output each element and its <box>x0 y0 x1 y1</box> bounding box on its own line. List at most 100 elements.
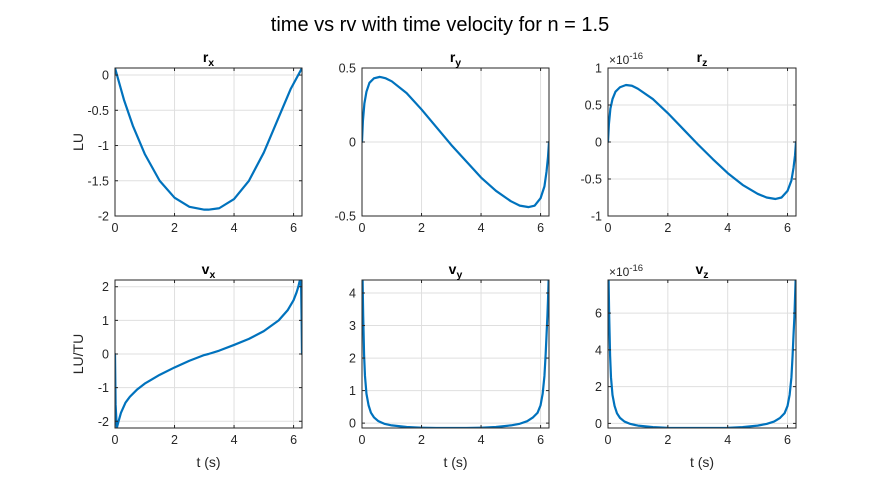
x-tick-label: 6 <box>290 433 297 447</box>
x-tick-label: 2 <box>171 221 178 235</box>
x-tick-label: 2 <box>418 221 425 235</box>
x-tick-label: 2 <box>418 433 425 447</box>
axis-exponent: ×10-16 <box>609 51 643 67</box>
y-tick-label: -1.5 <box>87 174 109 188</box>
series-line <box>115 280 302 428</box>
y-axis-label: LU <box>70 133 86 151</box>
axis-exponent-base: ×10 <box>609 53 630 67</box>
x-tick-label: 0 <box>359 433 366 447</box>
y-tick-label: 1 <box>595 62 602 76</box>
subplot-vy: 0 2 4 6 0 1 2 3 4 vy t (s) <box>349 261 550 470</box>
y-tick-label: 6 <box>595 307 602 321</box>
subplot-title: vy <box>449 261 463 281</box>
series-line <box>362 75 549 209</box>
y-tick-label: 4 <box>349 287 356 301</box>
y-tick-label: 1 <box>102 314 109 328</box>
figure-title: time vs rv with time velocity for n = 1.… <box>271 14 609 36</box>
x-tick-label: 0 <box>359 221 366 235</box>
y-tick-label: 2 <box>349 352 356 366</box>
plot-area <box>362 280 549 428</box>
x-tick-label: 4 <box>724 221 731 235</box>
x-tick-label: 0 <box>112 221 119 235</box>
series-line <box>362 280 549 428</box>
x-tick-label: 2 <box>664 221 671 235</box>
x-tick-label: 4 <box>724 433 731 447</box>
subplot-title-main: v <box>202 261 210 277</box>
y-tick-label: 2 <box>102 280 109 294</box>
y-tick-label: 0 <box>595 136 602 150</box>
y-tick-label: -1 <box>591 210 602 224</box>
subplot-title: vx <box>202 261 216 281</box>
x-tick-label: 6 <box>290 221 297 235</box>
subplot-title-subscript: z <box>703 269 708 281</box>
series-line <box>608 280 796 428</box>
y-tick-label: 1 <box>349 384 356 398</box>
subplot-title-subscript: z <box>702 57 707 69</box>
series-line <box>608 83 796 201</box>
subplot-vx: 0 2 4 6 2 1 0 -1 -2 vx LU/TU t (s) <box>70 261 303 470</box>
x-tick-label: 0 <box>112 433 119 447</box>
y-tick-label: -1 <box>98 139 109 153</box>
y-tick-label: -0.5 <box>580 173 602 187</box>
axis-exponent-power: -16 <box>629 263 643 274</box>
x-tick-label: 6 <box>537 221 544 235</box>
x-tick-label: 0 <box>605 433 612 447</box>
y-tick-label: 0.5 <box>585 99 602 113</box>
y-tick-label: 0 <box>349 136 356 150</box>
subplot-title-subscript: x <box>209 269 215 281</box>
axes-box <box>607 279 797 429</box>
axes-box <box>361 279 550 429</box>
y-tick-label: 0 <box>102 69 109 83</box>
y-tick-label: 0.5 <box>339 62 356 76</box>
subplot-title-main: v <box>449 261 457 277</box>
series-line <box>115 68 302 211</box>
y-tick-label: -2 <box>98 210 109 224</box>
x-tick-label: 6 <box>784 433 791 447</box>
x-tick-label: 6 <box>537 433 544 447</box>
subplot-title: vz <box>695 261 708 281</box>
x-tick-label: 2 <box>171 433 178 447</box>
axis-exponent: ×10-16 <box>609 263 643 279</box>
subplot-title: ry <box>450 49 461 69</box>
y-tick-label: 0 <box>595 417 602 431</box>
axis-exponent-base: ×10 <box>609 265 630 279</box>
x-tick-label: 6 <box>784 221 791 235</box>
y-tick-label: -0.5 <box>87 104 109 118</box>
subplot-rz: 0 2 4 6 1 0.5 0 -0.5 -1 rz ×10-16 <box>580 49 797 235</box>
subplot-title-main: r <box>697 49 703 65</box>
y-tick-label: 4 <box>595 343 602 357</box>
y-tick-label: -0.5 <box>334 210 356 224</box>
x-axis-label: t (s) <box>690 454 714 470</box>
axis-exponent-power: -16 <box>629 51 643 62</box>
plot-area <box>608 280 796 428</box>
x-tick-label: 4 <box>478 221 485 235</box>
subplot-title-main: r <box>450 49 456 65</box>
subplot-ry: 0 2 4 60.50-0.5ry <box>334 49 550 235</box>
y-axis-label: LU/TU <box>70 334 86 374</box>
y-tick-label: 0 <box>349 417 356 431</box>
subplot-title: rz <box>697 49 708 69</box>
axes-box <box>114 67 303 217</box>
subplot-vz: 0 2 4 6 0 2 4 6 vz ×10-16 t (s) <box>595 261 797 470</box>
y-tick-label: -1 <box>98 381 109 395</box>
subplot-rx: 0 2 4 6 0 -0.5 -1 -1.5 -2 rx LU <box>70 49 303 235</box>
x-tick-label: 4 <box>231 433 238 447</box>
subplot-title-main: r <box>203 49 209 65</box>
x-tick-label: 0 <box>605 221 612 235</box>
y-tick-label: 0 <box>102 348 109 362</box>
subplot-title: rx <box>203 49 214 69</box>
x-tick-label: 2 <box>664 433 671 447</box>
plot-area <box>115 68 302 216</box>
x-tick-label: 4 <box>478 433 485 447</box>
y-tick-label: -2 <box>98 415 109 429</box>
y-tick-label: 3 <box>349 319 356 333</box>
subplot-title-subscript: x <box>208 57 214 69</box>
x-tick-label: 4 <box>231 221 238 235</box>
subplot-title-main: v <box>695 261 703 277</box>
y-tick-label: 2 <box>595 380 602 394</box>
subplot-title-subscript: y <box>455 57 461 69</box>
x-axis-label: t (s) <box>196 454 220 470</box>
